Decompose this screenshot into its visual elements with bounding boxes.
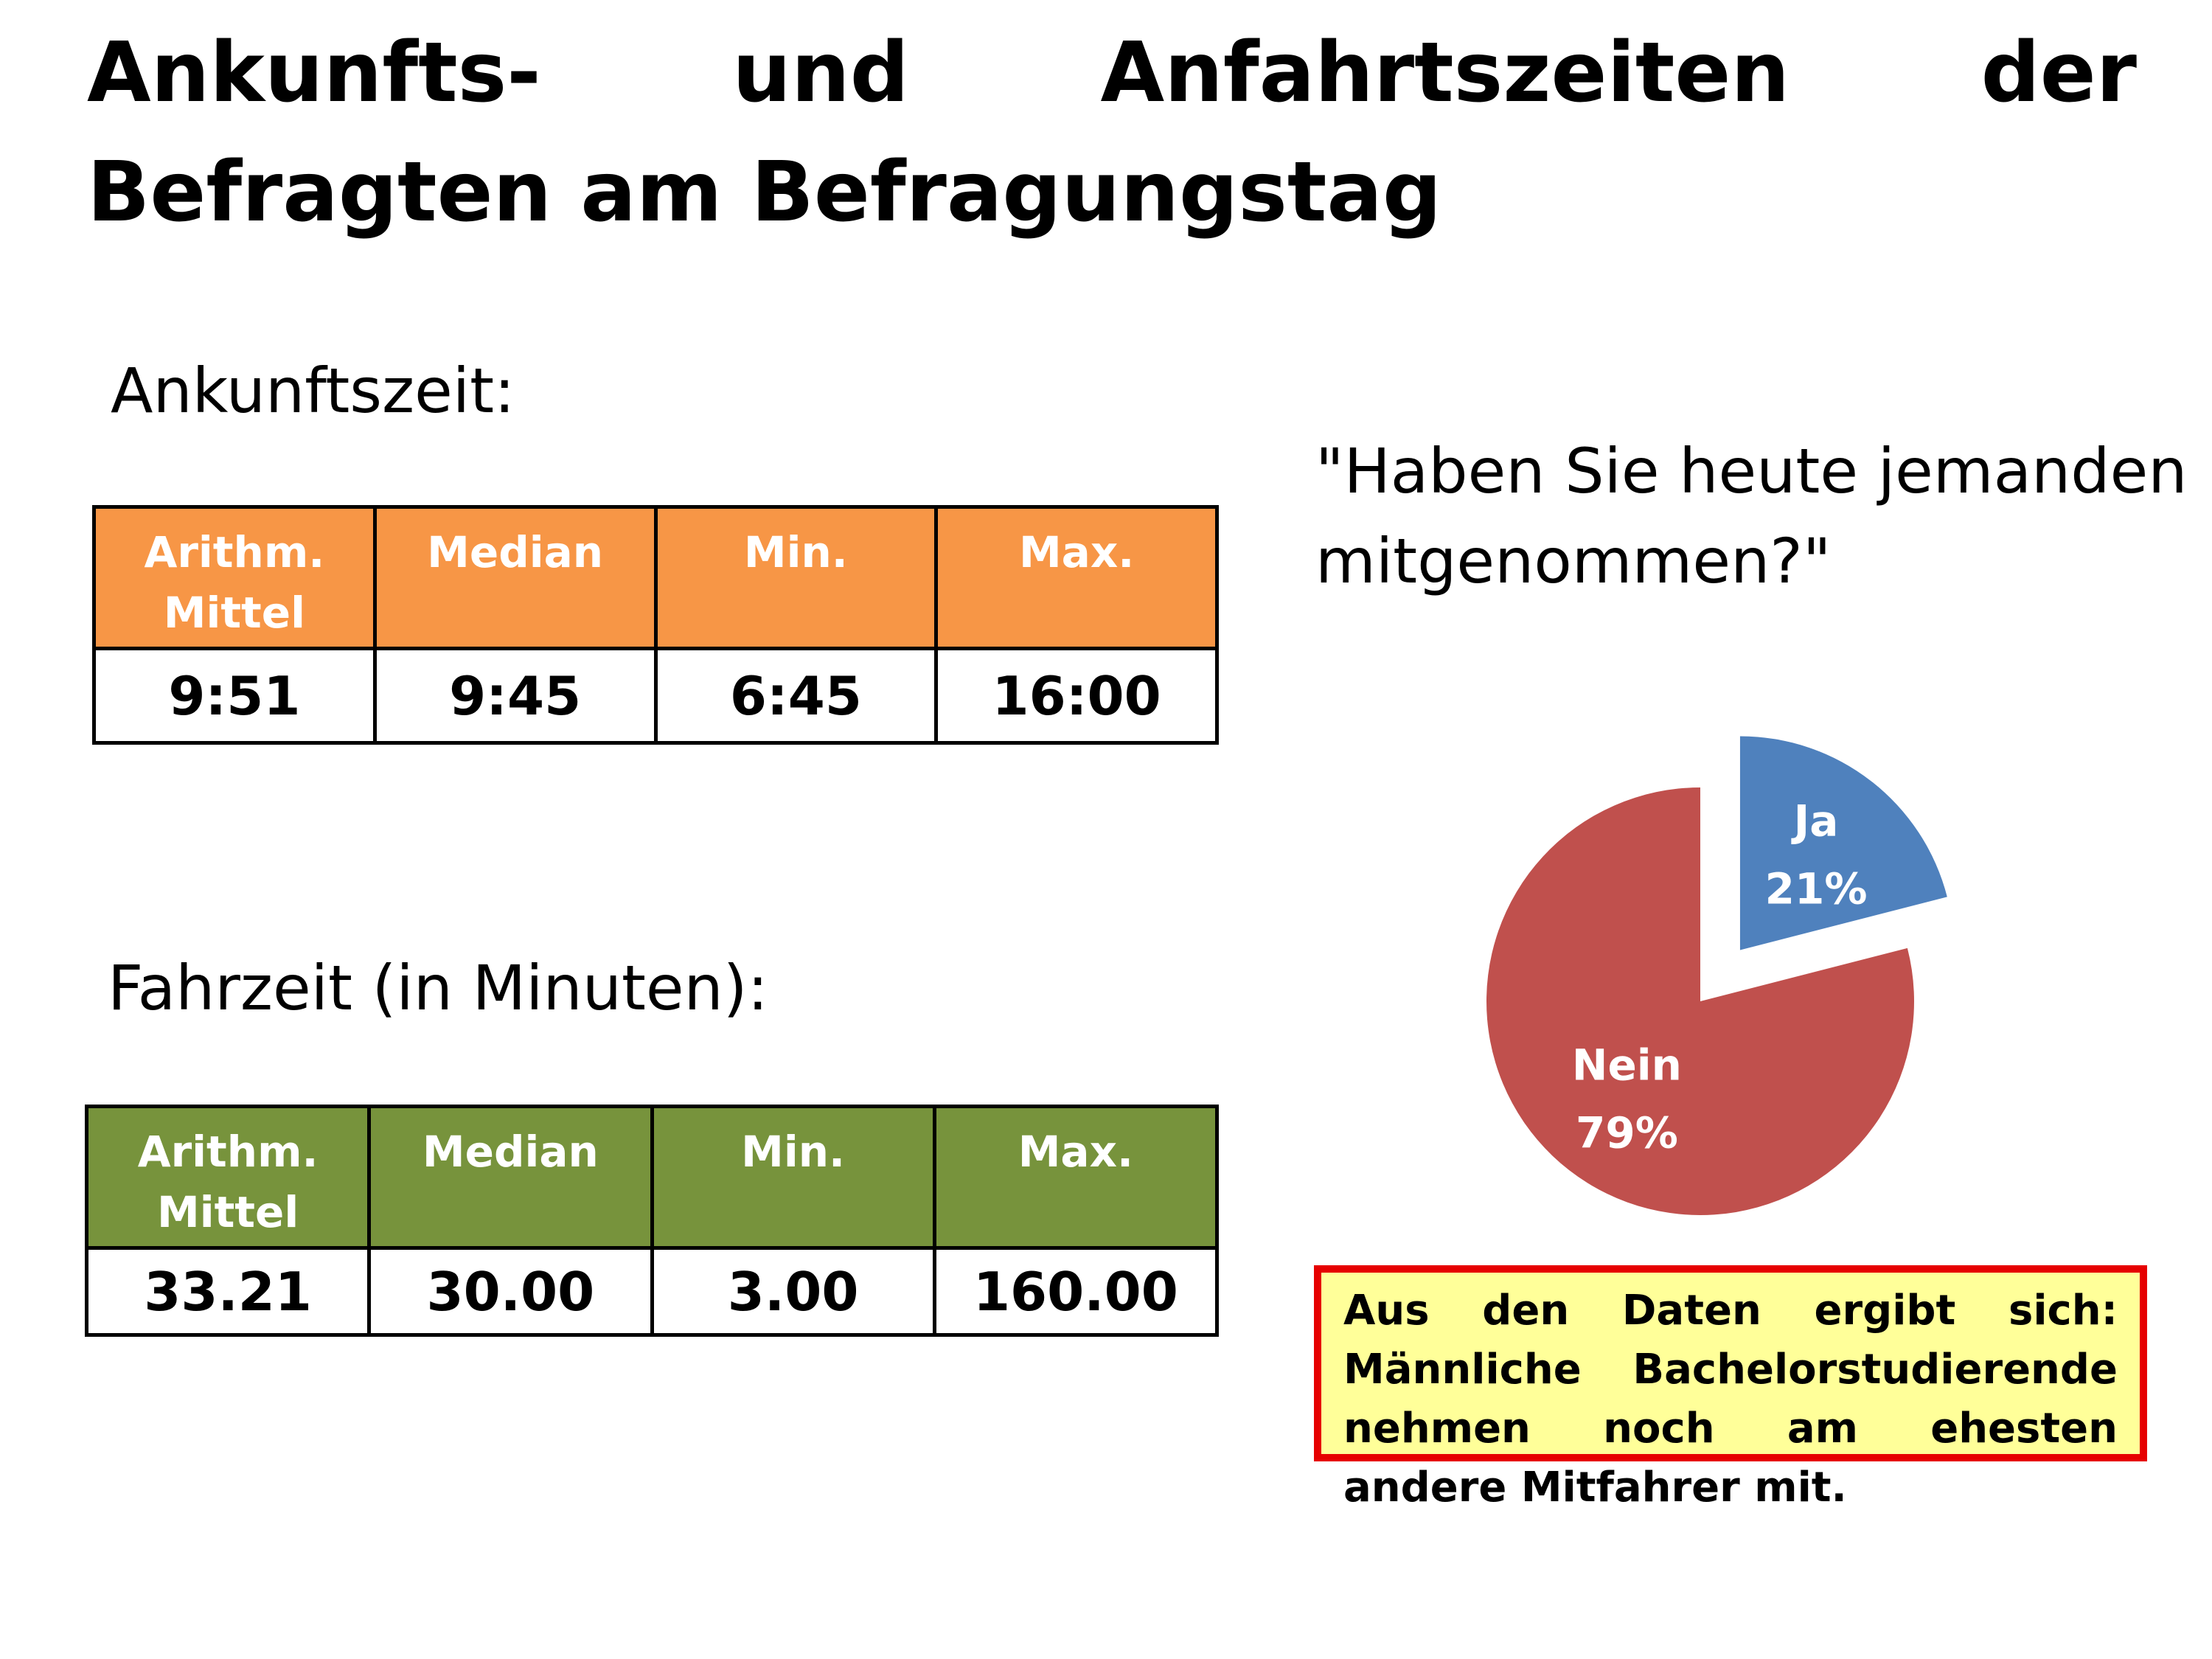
- travel-time-table: Arithm. Mittel Median Min. Max. 33.21 30…: [84, 1105, 1220, 1337]
- pie-slice-nein: [1486, 787, 1914, 1215]
- arrival-header-row: Arithm. Mittel Median Min. Max.: [92, 505, 1219, 650]
- travel-value-mean: 33.21: [84, 1246, 372, 1337]
- arrival-value-min: 6:45: [653, 647, 939, 745]
- arrival-header-mean: Arithm. Mittel: [92, 505, 377, 650]
- conclusion-note: Aus den Daten ergibt sich: Männliche Bac…: [1314, 1265, 2147, 1512]
- arrival-header-median: Median: [372, 505, 658, 650]
- travel-header-min: Min.: [650, 1105, 936, 1250]
- travel-header-row: Arithm. Mittel Median Min. Max.: [84, 1105, 1220, 1250]
- travel-value-median: 30.00: [367, 1246, 654, 1337]
- arrival-label: Ankunftszeit:: [111, 355, 515, 427]
- pie-chart-svg: Ja 21% Nein 79%: [1486, 736, 1947, 1215]
- pie-label-name-nein: Nein: [1572, 1040, 1682, 1090]
- arrival-value-median: 9:45: [372, 647, 658, 745]
- arrival-value-mean: 9:51: [92, 647, 377, 745]
- pie-slice-ja: [1739, 736, 1947, 950]
- page-title: Ankunfts- und Anfahrtszeiten der Befragt…: [87, 25, 2137, 240]
- pie-label-value-ja: 21%: [1765, 864, 1868, 914]
- travel-header-median: Median: [367, 1105, 654, 1250]
- chart-question: "Haben Sie heute jemanden mitgenommen?": [1315, 435, 2188, 597]
- travel-header-mean: Arithm. Mittel: [84, 1105, 372, 1250]
- arrival-value-max: 16:00: [934, 647, 1219, 745]
- arrival-time-table: Arithm. Mittel Median Min. Max. 9:51 9:4…: [92, 505, 1219, 745]
- arrival-header-min: Min.: [653, 505, 939, 650]
- pie-chart: Ja 21% Nein 79%: [1438, 664, 2065, 1290]
- travel-label: Fahrzeit (in Minuten):: [108, 952, 768, 1024]
- travel-value-row: 33.21 30.00 3.00 160.00: [84, 1246, 1220, 1337]
- pie-label-name-ja: Ja: [1791, 796, 1839, 846]
- travel-value-max: 160.00: [932, 1246, 1220, 1337]
- pie-label-value-nein: 79%: [1576, 1107, 1678, 1158]
- travel-value-min: 3.00: [650, 1246, 936, 1337]
- travel-header-max: Max.: [932, 1105, 1220, 1250]
- arrival-value-row: 9:51 9:45 6:45 16:00: [92, 647, 1219, 745]
- arrival-header-max: Max.: [934, 505, 1219, 650]
